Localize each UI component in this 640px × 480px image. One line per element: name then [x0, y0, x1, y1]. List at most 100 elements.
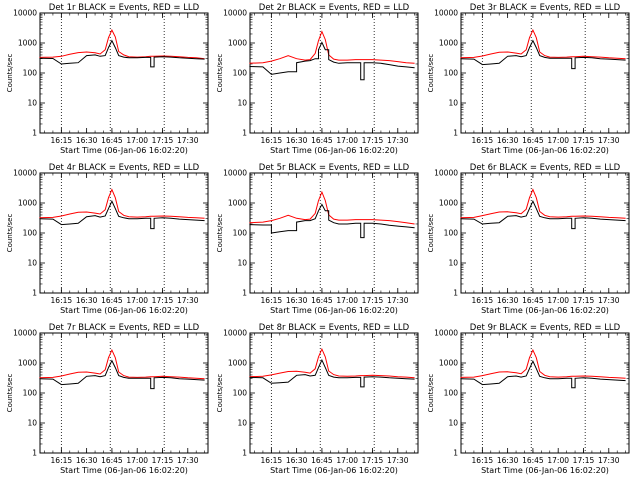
y-axis-label: Counts/sec	[216, 214, 224, 253]
x-tick-label: 17:15	[573, 136, 595, 145]
x-tick-label: 17:15	[573, 296, 595, 305]
plot-frame	[460, 172, 630, 294]
x-tick-label: 17:15	[573, 456, 595, 465]
y-tick-label: 1	[242, 289, 247, 298]
panel-title: Det 8r BLACK = Events, RED = LLD	[259, 323, 410, 333]
y-tick-label: 1000	[18, 199, 37, 208]
panel-title: Det 7r BLACK = Events, RED = LLD	[49, 323, 200, 333]
x-tick-label: 16:45	[101, 456, 123, 465]
plot-frame	[249, 12, 419, 134]
y-tick-label: 10000	[13, 329, 37, 338]
events-series-line	[249, 203, 415, 239]
x-tick-label: 16:15	[472, 136, 494, 145]
plot-frame	[39, 332, 209, 454]
x-axis-label: Start Time (06-Jan-06 16:02:20)	[481, 146, 609, 155]
y-tick-label: 1000	[439, 39, 458, 48]
x-tick-label: 16:15	[472, 456, 494, 465]
events-series-line	[249, 41, 415, 81]
panel-7: Det 7r BLACK = Events, RED = LLD 1 10 100 10…	[6, 323, 209, 475]
x-tick-label: 16:30	[497, 456, 519, 465]
y-tick-label: 10	[237, 259, 247, 268]
y-tick-label: 10	[237, 99, 247, 108]
panel-1: Det 1r BLACK = Events, RED = LLD 1 10 100 10…	[6, 3, 209, 155]
events-series-line	[39, 200, 205, 230]
y-tick-label: 1	[32, 449, 37, 458]
y-tick-label: 10	[448, 419, 458, 428]
panel-3: Det 3r BLACK = Events, RED = LLD 1 10 100 10…	[427, 3, 630, 155]
x-tick-label: 17:15	[362, 456, 384, 465]
x-tick-label: 16:15	[51, 296, 73, 305]
x-tick-label: 16:30	[497, 296, 519, 305]
x-tick-label: 17:15	[152, 136, 174, 145]
y-tick-label: 10000	[223, 329, 247, 338]
x-tick-label: 17:00	[547, 456, 569, 465]
x-tick-label: 17:30	[387, 296, 409, 305]
y-tick-label: 10000	[223, 9, 247, 18]
y-tick-label: 10000	[223, 169, 247, 178]
y-tick-label: 10000	[13, 9, 37, 18]
x-tick-label: 16:15	[261, 456, 283, 465]
plot-frame	[249, 332, 419, 454]
lld-series-line	[460, 188, 626, 219]
panel-4: Det 4r BLACK = Events, RED = LLD 1 10 100 10…	[6, 163, 209, 315]
x-tick-label: 17:00	[547, 136, 569, 145]
panel-title: Det 6r BLACK = Events, RED = LLD	[470, 163, 621, 173]
y-tick-label: 1	[453, 129, 458, 138]
x-axis-label: Start Time (06-Jan-06 16:02:20)	[270, 466, 398, 475]
x-tick-label: 16:30	[76, 456, 98, 465]
panel-8: Det 8r BLACK = Events, RED = LLD 1 10 100 10…	[216, 323, 419, 475]
plot-frame	[249, 172, 419, 294]
panel-title: Det 3r BLACK = Events, RED = LLD	[470, 3, 621, 13]
panel-title: Det 9r BLACK = Events, RED = LLD	[470, 323, 621, 333]
plot-frame	[460, 332, 630, 454]
panel-6: Det 6r BLACK = Events, RED = LLD 1 10 100 10…	[427, 163, 630, 315]
y-tick-label: 100	[23, 229, 38, 238]
lld-series-line	[39, 188, 205, 219]
x-axis-label: Start Time (06-Jan-06 16:02:20)	[60, 306, 188, 315]
y-tick-label: 10000	[434, 169, 458, 178]
lld-series-line	[460, 28, 626, 60]
y-axis-label: Counts/sec	[427, 214, 435, 253]
x-tick-label: 17:30	[598, 456, 620, 465]
x-tick-label: 16:15	[51, 456, 73, 465]
x-tick-label: 17:00	[336, 136, 358, 145]
y-tick-label: 10000	[13, 169, 37, 178]
x-tick-label: 17:30	[387, 456, 409, 465]
x-tick-label: 16:45	[522, 136, 544, 145]
y-tick-label: 1000	[228, 39, 247, 48]
y-tick-label: 10000	[434, 9, 458, 18]
panel-9: Det 9r BLACK = Events, RED = LLD 1 10 100 10…	[427, 323, 630, 475]
plot-frame	[460, 12, 630, 134]
x-tick-label: 16:15	[51, 136, 73, 145]
y-tick-label: 1	[453, 449, 458, 458]
x-tick-label: 16:30	[76, 296, 98, 305]
x-tick-label: 17:00	[126, 136, 148, 145]
x-tick-label: 16:30	[286, 296, 308, 305]
y-axis-label: Counts/sec	[216, 374, 224, 413]
y-tick-label: 100	[444, 389, 459, 398]
y-tick-label: 10	[27, 259, 37, 268]
x-tick-label: 16:15	[261, 296, 283, 305]
y-axis-label: Counts/sec	[6, 374, 14, 413]
x-axis-label: Start Time (06-Jan-06 16:02:20)	[270, 306, 398, 315]
y-tick-label: 1000	[439, 199, 458, 208]
x-tick-label: 16:45	[522, 456, 544, 465]
y-tick-label: 100	[23, 69, 38, 78]
y-tick-label: 10	[27, 419, 37, 428]
lld-series-line	[249, 190, 415, 225]
lld-series-line	[249, 30, 415, 64]
x-tick-label: 16:45	[101, 296, 123, 305]
lld-series-line	[249, 347, 415, 379]
lld-series-line	[39, 348, 205, 380]
panel-5: Det 5r BLACK = Events, RED = LLD 1 10 100 10…	[216, 163, 419, 315]
x-tick-label: 16:45	[311, 296, 333, 305]
y-tick-label: 10	[448, 259, 458, 268]
y-axis-label: Counts/sec	[427, 54, 435, 93]
panel-title: Det 1r BLACK = Events, RED = LLD	[49, 3, 200, 13]
x-tick-label: 17:00	[336, 456, 358, 465]
x-tick-label: 17:15	[152, 456, 174, 465]
y-tick-label: 1	[32, 129, 37, 138]
y-tick-label: 1000	[228, 359, 247, 368]
x-axis-label: Start Time (06-Jan-06 16:02:20)	[481, 306, 609, 315]
